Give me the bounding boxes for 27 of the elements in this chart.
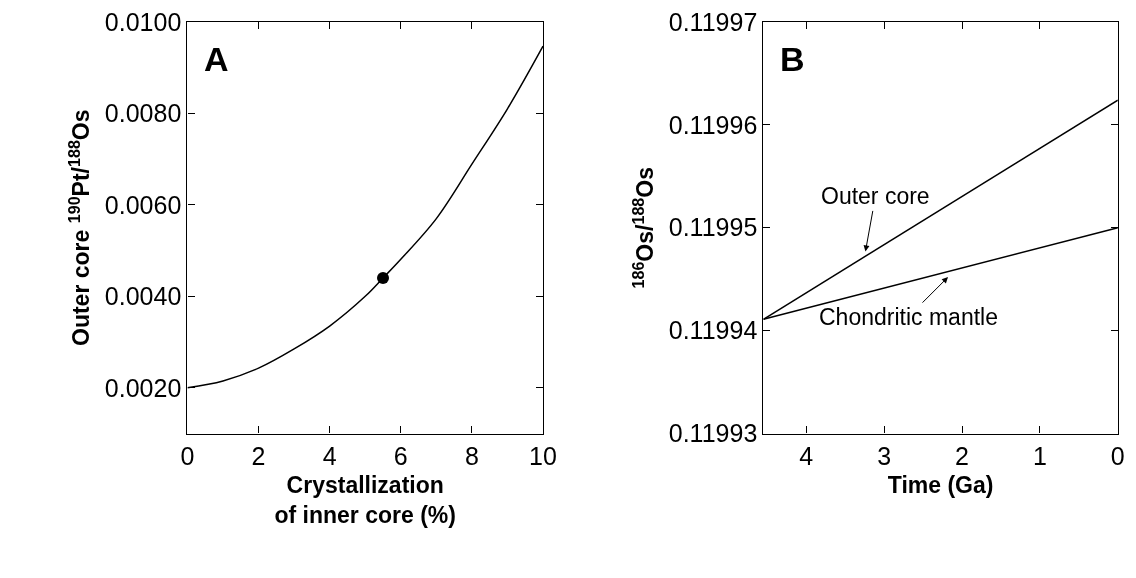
x-axis-title: Time (Ga) (887, 472, 994, 499)
y-tick-label: 0.11996 (668, 110, 758, 139)
text: A (204, 40, 229, 78)
text: B (780, 40, 805, 78)
x-tick-label: 3 (877, 441, 892, 470)
y-tick-label: 0.0080 (104, 99, 182, 128)
annotation: Chondritic mantle (819, 304, 998, 330)
y-tick-label: 0.11993 (668, 419, 758, 448)
y-tick-label: 0.11995 (668, 213, 758, 242)
x-tick-label: 4 (799, 441, 814, 470)
x-tick-label: 1 (1032, 441, 1047, 470)
x-tick-label: 2 (955, 441, 969, 470)
annotation: Outer core (821, 183, 930, 209)
x-tick-label: 2 (251, 441, 266, 470)
x-axis-title: Crystallization of inner core (%) (274, 472, 456, 529)
x-tick-label: 6 (393, 441, 408, 470)
x-tick-label: 8 (464, 441, 479, 470)
y-tick-label: 0.0060 (104, 190, 182, 219)
x-tick-label: 0 (180, 441, 195, 470)
y-tick-label: 0.11997 (668, 7, 758, 36)
y-tick-label: 0.0040 (104, 282, 182, 311)
x-tick-label: 0 (1110, 441, 1125, 470)
y-tick-label: 0.0100 (104, 7, 182, 36)
x-tick-label: 10 (529, 441, 557, 470)
y-tick-label: 0.0020 (104, 373, 182, 402)
x-tick-label: 4 (322, 441, 337, 470)
y-tick-label: 0.11994 (668, 316, 758, 345)
